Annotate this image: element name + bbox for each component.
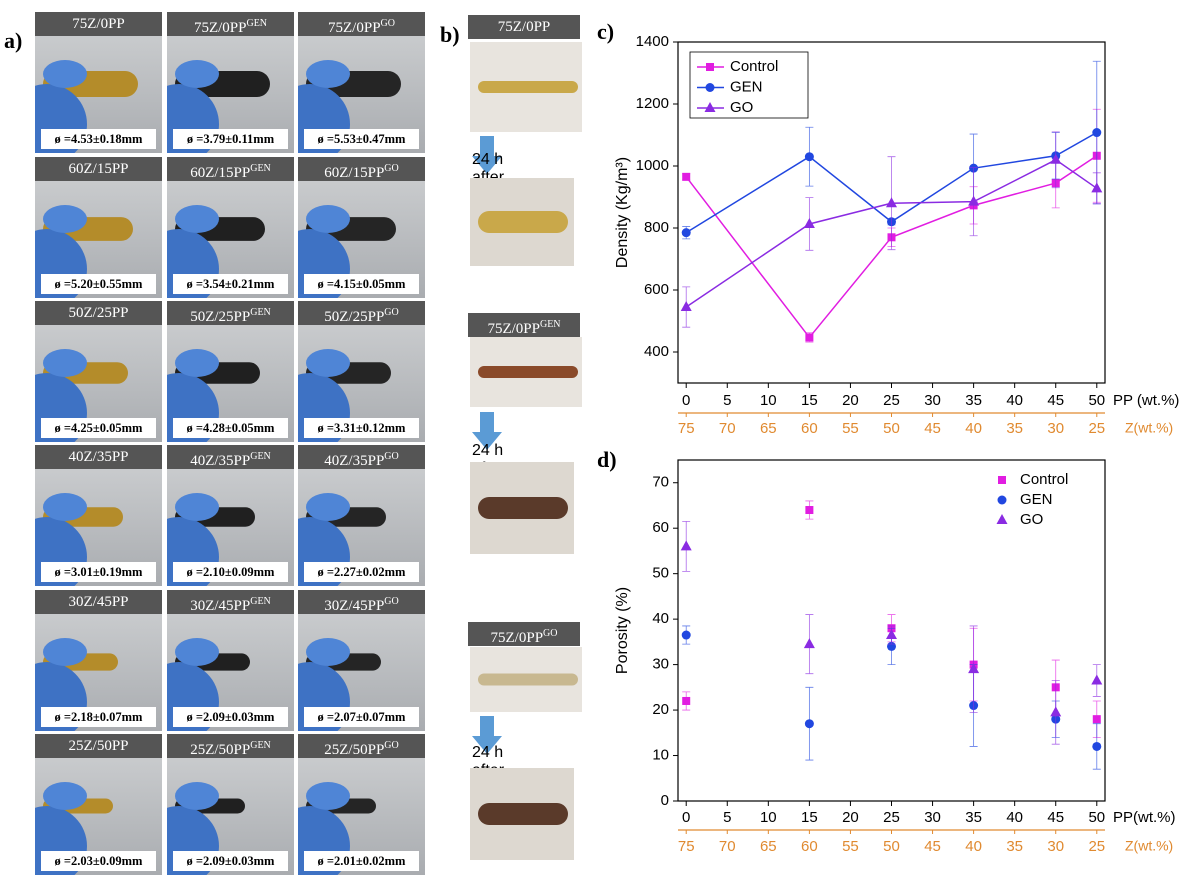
legend-marker [706,83,715,92]
x2-tick-label: 45 [924,838,941,855]
x-tick-label: 0 [682,392,690,409]
x-axis-label: PP (wt.%) [1113,392,1179,409]
x-tick-label: 25 [883,809,900,826]
x2-tick-label: 40 [965,838,982,855]
y-tick-label: 20 [652,701,669,718]
legend-label: GO [730,99,753,116]
marker [681,301,692,311]
legend-label: Control [1020,471,1068,488]
x2-tick-label: 30 [1047,420,1064,437]
x-tick-label: 50 [1088,809,1105,826]
y-tick-label: 40 [652,610,669,627]
x2-tick-label: 70 [719,838,736,855]
marker [682,697,690,705]
x2-tick-label: 35 [1006,420,1023,437]
x-tick-label: 0 [682,809,690,826]
x2-tick-label: 25 [1088,838,1105,855]
legend-label: GEN [1020,491,1053,508]
x-tick-label: 20 [842,809,859,826]
x2-tick-label: 35 [1006,838,1023,855]
x-tick-label: 10 [760,392,777,409]
x2-tick-label: 60 [801,420,818,437]
x2-axis-label: Z(wt.%) [1125,838,1173,854]
y-tick-label: 50 [652,565,669,582]
page: a) b) 75Z/0PPø =4.53±0.18mm75Z/0PPGENø =… [0,0,1185,879]
x-tick-label: 5 [723,809,731,826]
marker [681,540,692,550]
marker [1093,715,1101,723]
y-tick-label: 10 [652,747,669,764]
x-tick-label: 20 [842,392,859,409]
x-tick-label: 45 [1047,392,1064,409]
x2-tick-label: 50 [883,838,900,855]
marker [886,197,897,207]
marker [1091,675,1102,685]
x-tick-label: 35 [965,392,982,409]
x-tick-label: 15 [801,392,818,409]
y-tick-label: 30 [652,656,669,673]
marker [804,638,815,648]
x-tick-label: 10 [760,809,777,826]
marker [805,506,813,514]
x-tick-label: 40 [1006,809,1023,826]
x-tick-label: 15 [801,809,818,826]
x-tick-label: 40 [1006,392,1023,409]
marker [805,333,813,341]
x-tick-label: 30 [924,809,941,826]
x2-tick-label: 55 [842,838,859,855]
x2-tick-label: 25 [1088,420,1105,437]
legend-label: Control [730,58,778,75]
marker [805,152,814,161]
y-tick-label: 60 [652,519,669,536]
marker [1092,742,1101,751]
x-axis-label: PP(wt.%) [1113,809,1176,826]
x2-tick-label: 60 [801,838,818,855]
y-axis-label: Density (Kg/m³) [614,157,631,268]
x2-tick-label: 55 [842,420,859,437]
marker [968,196,979,206]
legend-marker [706,63,714,71]
marker [1092,128,1101,137]
x2-tick-label: 65 [760,838,777,855]
legend-marker [997,514,1008,524]
legend-marker [998,476,1006,484]
x-tick-label: 35 [965,809,982,826]
x-tick-label: 30 [924,392,941,409]
y-tick-label: 1200 [636,95,669,112]
x2-tick-label: 65 [760,420,777,437]
panel-label: c) [597,19,614,44]
y-axis-label: Porosity (%) [614,587,631,674]
y-tick-label: 800 [644,219,669,236]
x2-tick-label: 75 [678,838,695,855]
marker [682,173,690,181]
legend-label: GO [1020,511,1043,528]
charts: c)40060080010001200140005101520253035404… [0,0,1185,879]
x2-tick-label: 40 [965,420,982,437]
y-tick-label: 600 [644,281,669,298]
marker [1050,706,1061,716]
x2-tick-label: 30 [1047,838,1064,855]
marker [1091,182,1102,192]
y-tick-label: 1400 [636,33,669,50]
x-tick-label: 45 [1047,809,1064,826]
x-tick-label: 25 [883,392,900,409]
y-tick-label: 0 [661,792,669,809]
marker [682,631,691,640]
marker [805,719,814,728]
marker [682,228,691,237]
legend-marker [998,496,1007,505]
y-tick-label: 70 [652,474,669,491]
y-tick-label: 1000 [636,157,669,174]
panel-label: d) [597,447,617,472]
legend-label: GEN [730,78,763,95]
x2-tick-label: 50 [883,420,900,437]
x2-tick-label: 45 [924,420,941,437]
y-tick-label: 400 [644,343,669,360]
x2-axis-label: Z(wt.%) [1125,420,1173,436]
x-tick-label: 5 [723,392,731,409]
x-tick-label: 50 [1088,392,1105,409]
x2-tick-label: 75 [678,420,695,437]
x2-tick-label: 70 [719,420,736,437]
